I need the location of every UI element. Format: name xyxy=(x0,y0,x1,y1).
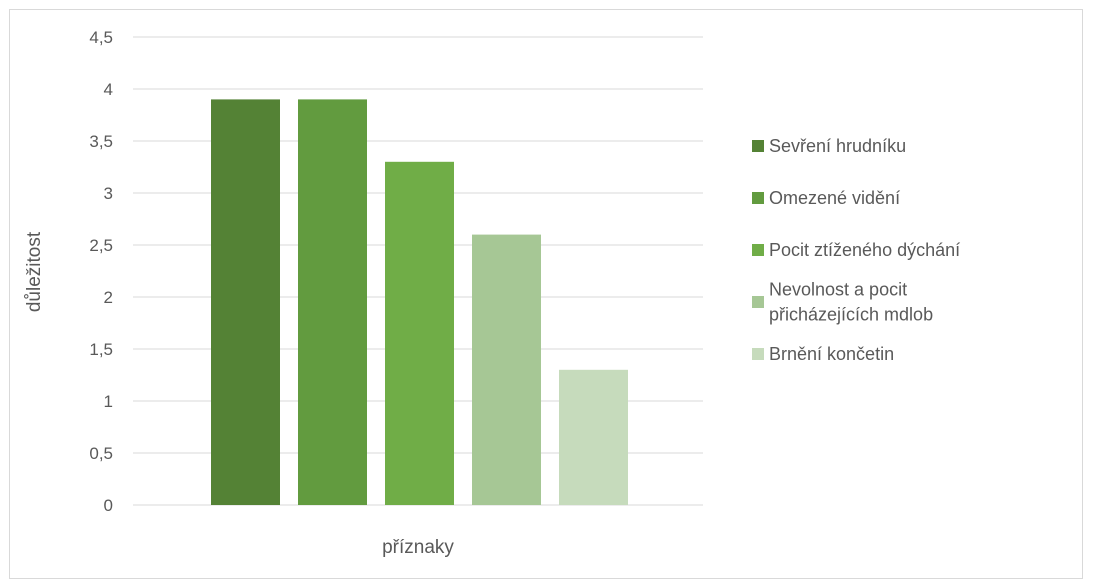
bars xyxy=(211,99,628,506)
bar xyxy=(298,99,367,506)
chart-area xyxy=(9,9,1083,579)
x-axis-title: příznaky xyxy=(382,537,454,558)
y-tick-label: 1 xyxy=(104,392,113,411)
legend-item: Brnění končetin xyxy=(752,344,894,364)
legend-swatch xyxy=(752,192,764,204)
legend-item: Omezené vidění xyxy=(752,188,900,208)
y-tick-label: 2 xyxy=(104,288,113,307)
y-tick-label: 2,5 xyxy=(89,236,113,255)
y-tick-label: 1,5 xyxy=(89,340,113,359)
y-tick-label: 3,5 xyxy=(89,132,113,151)
legend-swatch xyxy=(752,244,764,256)
y-tick-label: 3 xyxy=(104,184,113,203)
bar xyxy=(559,369,628,505)
y-axis-ticks: 0 0,5 1 1,5 2 2,5 3 3,5 4 4,5 xyxy=(89,28,113,515)
y-axis-title: důležitost xyxy=(24,231,45,312)
bar xyxy=(472,234,541,505)
legend-label: Pocit ztíženého dýchání xyxy=(769,240,960,260)
legend: Sevření hrudníku Omezené vidění Pocit ztíž… xyxy=(752,136,960,364)
legend-item: Sevření hrudníku xyxy=(752,136,906,156)
legend-label: Sevření hrudníku xyxy=(769,136,906,156)
legend-label: Nevolnost a pocit přicházejících mdlob xyxy=(769,280,933,325)
y-tick-label: 4,5 xyxy=(89,28,113,47)
y-tick-label: 4 xyxy=(104,80,113,99)
y-tick-label: 0,5 xyxy=(89,444,113,463)
legend-label: Omezené vidění xyxy=(769,188,900,208)
y-tick-label: 0 xyxy=(104,496,113,515)
legend-swatch xyxy=(752,296,764,308)
legend-item: Nevolnost a pocit přicházejících mdlob xyxy=(752,280,933,325)
legend-label: Brnění končetin xyxy=(769,344,894,364)
bar xyxy=(385,161,454,506)
legend-swatch xyxy=(752,140,764,152)
legend-item: Pocit ztíženého dýchání xyxy=(752,240,960,260)
legend-swatch xyxy=(752,348,764,360)
bar xyxy=(211,99,280,506)
